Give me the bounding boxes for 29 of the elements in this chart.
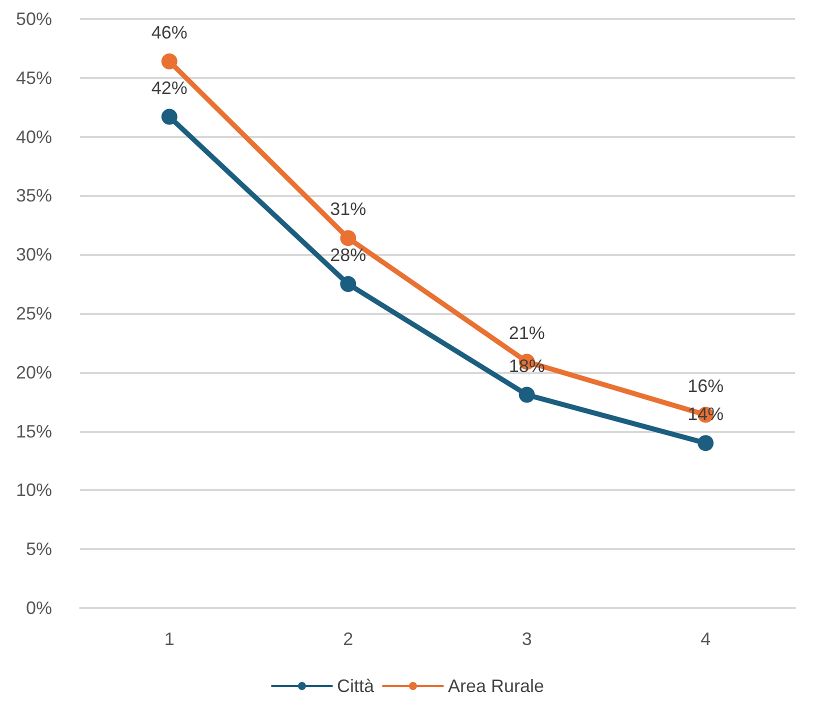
legend-label: Area Rurale — [448, 676, 544, 696]
y-tick-label: 50% — [16, 9, 52, 29]
y-tick-label: 45% — [16, 68, 52, 88]
y-tick-label: 15% — [16, 421, 52, 442]
data-label: 42% — [151, 78, 188, 98]
point — [340, 276, 356, 292]
point — [161, 108, 178, 125]
point — [518, 386, 535, 403]
y-tick-label: 10% — [16, 480, 52, 500]
y-tick-label: 5% — [26, 539, 52, 560]
legend-label: Città — [336, 676, 375, 696]
y-tick-label: 30% — [16, 244, 52, 265]
point — [161, 53, 178, 70]
x-tick-label: 3 — [522, 629, 532, 649]
point — [698, 435, 714, 452]
y-tick-label: 40% — [16, 126, 52, 147]
x-tick-label: 2 — [343, 629, 354, 649]
data-label: 46% — [151, 22, 188, 42]
data-label: 21% — [508, 322, 545, 343]
y-tick-label: 20% — [16, 362, 52, 382]
y-tick-label: 0% — [26, 598, 52, 618]
y-tick-label: 25% — [16, 304, 52, 324]
data-label: 16% — [688, 376, 724, 396]
x-tick-label: 1 — [164, 629, 174, 649]
x-tick-label: 4 — [700, 629, 711, 649]
point — [340, 230, 356, 246]
data-label: 31% — [330, 199, 366, 220]
data-label: 28% — [330, 245, 366, 266]
y-tick-label: 35% — [16, 186, 52, 206]
